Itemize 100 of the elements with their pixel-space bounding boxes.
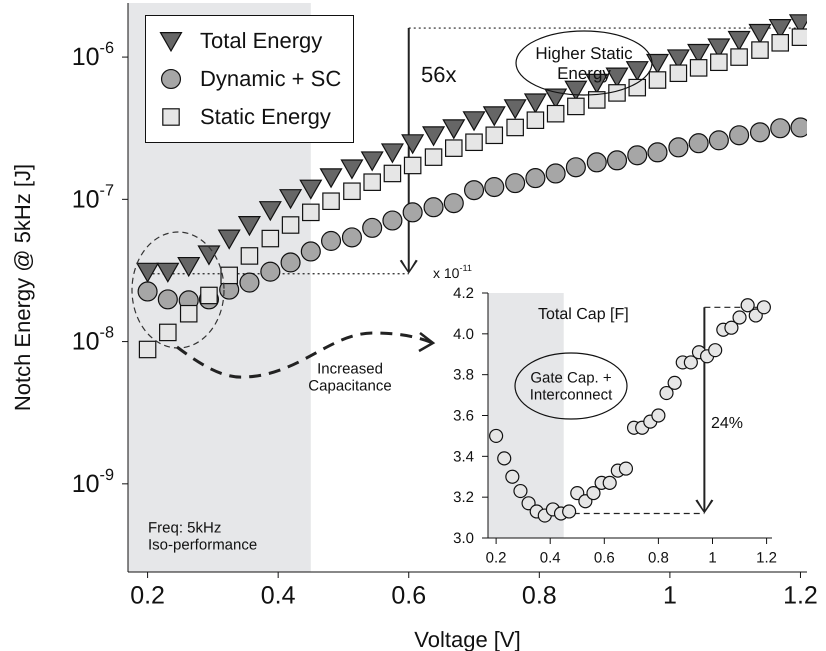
- y-tick-label: 10$^{-6}$: [72, 39, 114, 72]
- point: [708, 130, 729, 150]
- point: [238, 216, 261, 236]
- point: [668, 137, 688, 158]
- point: [602, 476, 617, 490]
- point: [259, 201, 282, 221]
- point: [320, 168, 342, 188]
- point: [422, 126, 445, 146]
- point: [771, 34, 790, 52]
- point: [483, 106, 506, 126]
- point: [729, 125, 750, 146]
- point: [627, 145, 648, 166]
- point: [505, 470, 520, 484]
- point: [156, 262, 179, 282]
- y-axis-title: Notch Energy @ 5kHz [J]: [10, 164, 35, 412]
- annotation: x 10$^{-11}$: [433, 263, 472, 281]
- point: [659, 386, 674, 400]
- point: [525, 168, 546, 188]
- point: [524, 93, 546, 114]
- point: [750, 122, 770, 142]
- x-tick-label: 1.2: [783, 582, 818, 610]
- point: [362, 218, 382, 238]
- y-tick-label: 3.6: [453, 407, 474, 424]
- point: [628, 78, 646, 96]
- y-tick-label: 3.8: [453, 366, 474, 384]
- point: [464, 180, 484, 200]
- annotation: 24%: [711, 414, 744, 432]
- point: [302, 204, 320, 222]
- point: [340, 159, 364, 179]
- y-tick-label: 3.4: [453, 448, 474, 465]
- x-tick-label: 0.2: [130, 582, 165, 610]
- point: [606, 150, 628, 170]
- point: [770, 118, 790, 138]
- point: [465, 133, 483, 152]
- point: [442, 119, 465, 139]
- point: [546, 104, 564, 122]
- point: [300, 241, 321, 262]
- point: [404, 156, 422, 174]
- point: [724, 320, 739, 335]
- point: [684, 355, 698, 370]
- legend-label: Total Energy: [200, 28, 322, 54]
- point: [159, 324, 177, 342]
- y-tick-label: 10$^{-8}$: [72, 324, 114, 356]
- annotation: Increased Capacitance: [308, 360, 392, 394]
- point: [748, 24, 772, 44]
- point: [588, 91, 606, 109]
- point: [361, 151, 384, 171]
- point: [521, 496, 536, 510]
- x-tick-label: 0.4: [260, 582, 296, 610]
- point: [424, 148, 442, 166]
- point: [756, 300, 771, 314]
- y-tick-label: 3.0: [453, 530, 474, 546]
- point: [279, 189, 302, 209]
- point: [138, 281, 158, 302]
- x-tick-label: 0.2: [486, 549, 507, 566]
- point: [220, 266, 238, 284]
- point: [497, 451, 512, 466]
- legend-label: Dynamic + SC: [200, 66, 342, 92]
- annotation: Freq: 5kHz Iso-performance: [148, 518, 258, 554]
- point: [732, 310, 747, 325]
- point: [504, 99, 526, 119]
- point: [618, 462, 634, 476]
- point: [690, 59, 708, 77]
- point: [485, 126, 504, 144]
- point: [651, 408, 666, 423]
- point: [342, 227, 362, 248]
- point: [505, 173, 526, 194]
- y-tick-label: 10$^{-7}$: [72, 181, 114, 214]
- point: [402, 202, 423, 222]
- y-tick-label: 4.0: [453, 325, 474, 342]
- x-tick-label: 1: [708, 549, 717, 566]
- point: [526, 111, 544, 129]
- annotation: Gate Cap. + Interconnect: [530, 368, 614, 404]
- point: [280, 252, 301, 272]
- point: [445, 139, 463, 157]
- legend-label: Static Energy: [200, 104, 331, 130]
- point: [648, 71, 666, 89]
- point: [343, 182, 361, 200]
- point: [178, 256, 200, 277]
- point: [198, 245, 220, 265]
- x-tick-label: 0.6: [594, 549, 615, 566]
- point: [670, 64, 688, 82]
- point: [282, 216, 300, 234]
- text: Total Cap [F]: [538, 306, 629, 324]
- point: [647, 142, 668, 162]
- point: [748, 308, 763, 323]
- point: [402, 134, 424, 154]
- annotation: 56x: [421, 62, 456, 86]
- point: [626, 61, 648, 81]
- point: [444, 193, 464, 214]
- point: [382, 210, 402, 231]
- point: [710, 53, 728, 72]
- x-tick-label: 0.8: [648, 549, 669, 566]
- point: [708, 343, 722, 358]
- point: [566, 157, 586, 178]
- x-tick-label: 1: [662, 582, 677, 610]
- point: [668, 376, 682, 390]
- y-tick-label: 4.2: [453, 284, 474, 302]
- point: [320, 230, 342, 251]
- point: [136, 262, 159, 282]
